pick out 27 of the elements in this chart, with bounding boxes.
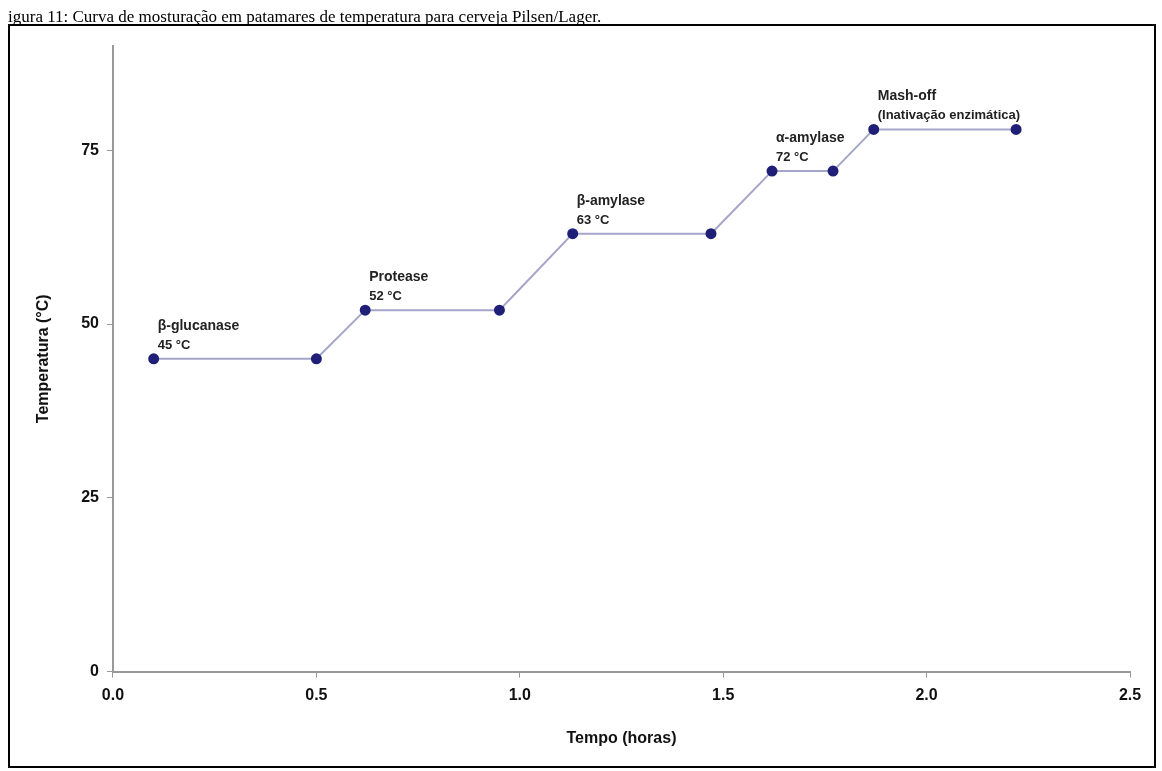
x-tick-label: 0.5 [305, 685, 328, 703]
point [493, 304, 505, 316]
point [868, 123, 880, 135]
x-tick-label: 0.0 [101, 685, 125, 703]
y-tick-label: 0 [90, 662, 100, 680]
x-tick-label: 2.5 [1118, 685, 1142, 703]
x-tick-label: 2.0 [915, 685, 938, 703]
point [827, 165, 839, 177]
point [567, 228, 579, 240]
x-tick-label: 1.0 [508, 685, 532, 703]
y-tick-label: 25 [81, 488, 100, 506]
y-tick-label: 75 [81, 140, 100, 158]
annotation: β-glucanase 45 °C [157, 316, 240, 352]
annotation: β-amylase 63 °C [576, 191, 646, 227]
annotation: Mash-off (Inativação enzimática) [877, 87, 1021, 123]
point [766, 165, 778, 177]
x-axis-title: Tempo (horas) [566, 728, 677, 746]
point [148, 353, 160, 365]
point [359, 304, 371, 316]
y-axis-title: Temperatura (°C) [34, 294, 52, 424]
point [310, 353, 322, 365]
point [1010, 123, 1022, 135]
point [705, 228, 717, 240]
y-tick-label: 50 [81, 314, 100, 332]
x-tick-label: 1.5 [712, 685, 735, 703]
annotation: Protease 52 °C [369, 268, 429, 304]
annotation: α-amylase 72 °C [776, 129, 845, 165]
